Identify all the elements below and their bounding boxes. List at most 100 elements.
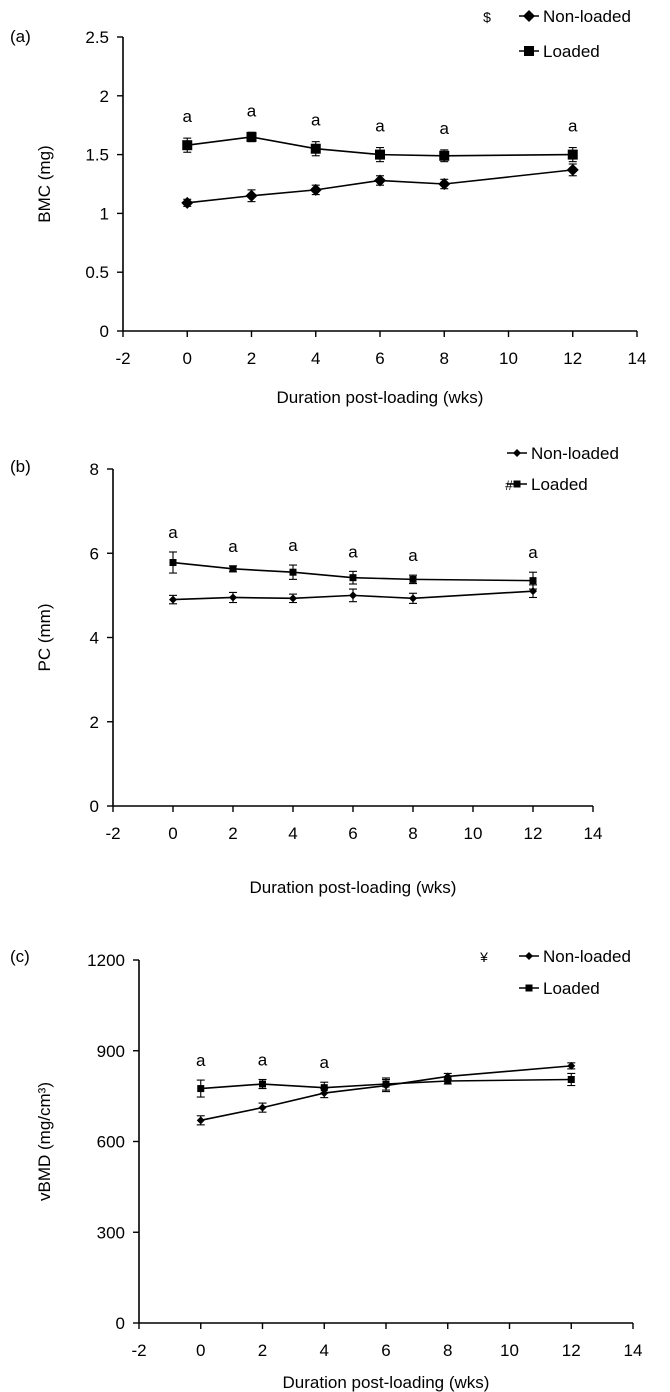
series-line — [200, 1065, 572, 1122]
y-tick-label: 0 — [100, 322, 109, 341]
legend-label: Non-loaded — [531, 444, 619, 463]
panel-b: -2 0 2 4 6 8 10 12 14 0 2 4 6 8 Duration post-loading … — [10, 444, 619, 897]
significance-label: a — [320, 1053, 330, 1072]
legend-marker — [513, 449, 521, 457]
data-point — [309, 183, 322, 196]
legend: Non-loaded Loaded $ — [483, 7, 631, 61]
data-point — [444, 1077, 452, 1085]
legend-marker — [523, 10, 535, 22]
data-point — [245, 189, 258, 202]
data-point — [382, 1080, 390, 1088]
significance-label: a — [568, 117, 578, 136]
x-tick-label: 8 — [408, 824, 417, 843]
y-tick-label: 300 — [97, 1223, 125, 1242]
y-tick-label: 2 — [100, 87, 109, 106]
series-line — [187, 136, 573, 157]
series-non-loaded — [181, 163, 579, 209]
significance-label: a — [440, 119, 450, 138]
x-tick-label: 6 — [348, 824, 357, 843]
y-tick-label: 1.5 — [85, 146, 109, 165]
series-line — [172, 590, 534, 601]
significance-label: a — [311, 111, 321, 130]
legend-marker — [525, 952, 533, 960]
data-point — [197, 1085, 205, 1093]
legend-label: Non-loaded — [543, 947, 631, 966]
data-point — [289, 568, 297, 576]
legend-label: Loaded — [543, 979, 600, 998]
x-tick-label: 10 — [500, 1341, 519, 1360]
data-point — [349, 574, 357, 582]
y-tick-label: 900 — [97, 1042, 125, 1061]
x-axis-title: Duration post-loading (wks) — [277, 388, 484, 407]
x-tick-label: 2 — [247, 349, 256, 368]
data-point — [374, 174, 386, 187]
x-tick-label: 6 — [381, 1341, 390, 1360]
x-tick-label: 12 — [524, 824, 543, 843]
x-tick-label: 4 — [311, 349, 320, 368]
data-point — [310, 143, 321, 154]
series-loaded — [196, 1072, 576, 1098]
x-tick-label: 4 — [320, 1341, 329, 1360]
data-point — [566, 163, 579, 176]
data-point — [567, 1075, 575, 1083]
significance-label: a — [348, 542, 358, 561]
data-point — [289, 594, 297, 603]
x-axis-title: Duration post-loading (wks) — [250, 878, 457, 897]
panel-label: (a) — [10, 27, 31, 46]
legend-label: Non-loaded — [543, 7, 631, 26]
y-tick-label: 2 — [90, 713, 99, 732]
x-tick-label: 8 — [440, 349, 449, 368]
panel-c: -2 0 2 4 6 8 10 12 14 0 300 600 900 1200 Duration post… — [10, 947, 642, 1392]
legend-label: Loaded — [531, 475, 588, 494]
series-loaded — [169, 551, 537, 590]
x-tick-label: 2 — [258, 1341, 267, 1360]
y-tick-label: 0 — [90, 797, 99, 816]
panel-label: (c) — [10, 947, 30, 966]
data-point — [439, 150, 450, 161]
x-tick-label: -2 — [105, 824, 120, 843]
data-point — [182, 140, 193, 151]
legend-marker — [513, 480, 521, 488]
significance-symbol: ¥ — [479, 949, 488, 965]
data-point — [229, 565, 237, 573]
data-point — [349, 591, 357, 600]
panel-label: (b) — [10, 457, 31, 476]
x-tick-label: -2 — [115, 349, 130, 368]
significance-label: a — [258, 1050, 268, 1069]
data-point — [169, 559, 177, 567]
x-tick-label: 0 — [168, 824, 177, 843]
significance-label: a — [228, 537, 238, 556]
data-point — [409, 575, 417, 583]
y-axis-title: BMC (mg) — [35, 145, 54, 222]
y-axis-title: PC (mm) — [35, 604, 54, 672]
series-line — [187, 169, 573, 204]
legend-marker — [525, 984, 533, 992]
x-axis-title: Duration post-loading (wks) — [283, 1373, 490, 1392]
series-line — [200, 1078, 572, 1090]
significance-label: a — [528, 543, 538, 562]
data-point — [229, 593, 237, 602]
series-non-loaded — [196, 1061, 576, 1126]
x-tick-label: 6 — [375, 349, 384, 368]
data-point — [246, 131, 257, 142]
x-tick-label: 10 — [499, 349, 518, 368]
x-tick-label: 10 — [464, 824, 483, 843]
data-point — [259, 1080, 266, 1088]
x-tick-label: 0 — [183, 349, 192, 368]
y-axis-title: vBMD (mg/cm³) — [35, 1082, 54, 1201]
x-tick-label: 0 — [196, 1341, 205, 1360]
data-point — [169, 595, 177, 604]
significance-label: a — [247, 101, 257, 120]
data-point — [438, 178, 451, 190]
data-point — [529, 577, 537, 585]
x-tick-label: 2 — [228, 824, 237, 843]
data-point — [196, 1116, 205, 1125]
significance-label: a — [183, 107, 193, 126]
panel-a: -2 0 2 4 6 8 10 12 14 0 0.5 1 1.5 2 2.5 Duration post-l… — [10, 7, 646, 407]
significance-symbol: $ — [483, 9, 491, 25]
x-tick-label: 4 — [288, 824, 297, 843]
significance-label: a — [408, 546, 418, 565]
legend: Non-loaded Loaded ¥ — [479, 947, 631, 998]
significance-label: a — [288, 536, 298, 555]
data-point — [409, 594, 417, 603]
